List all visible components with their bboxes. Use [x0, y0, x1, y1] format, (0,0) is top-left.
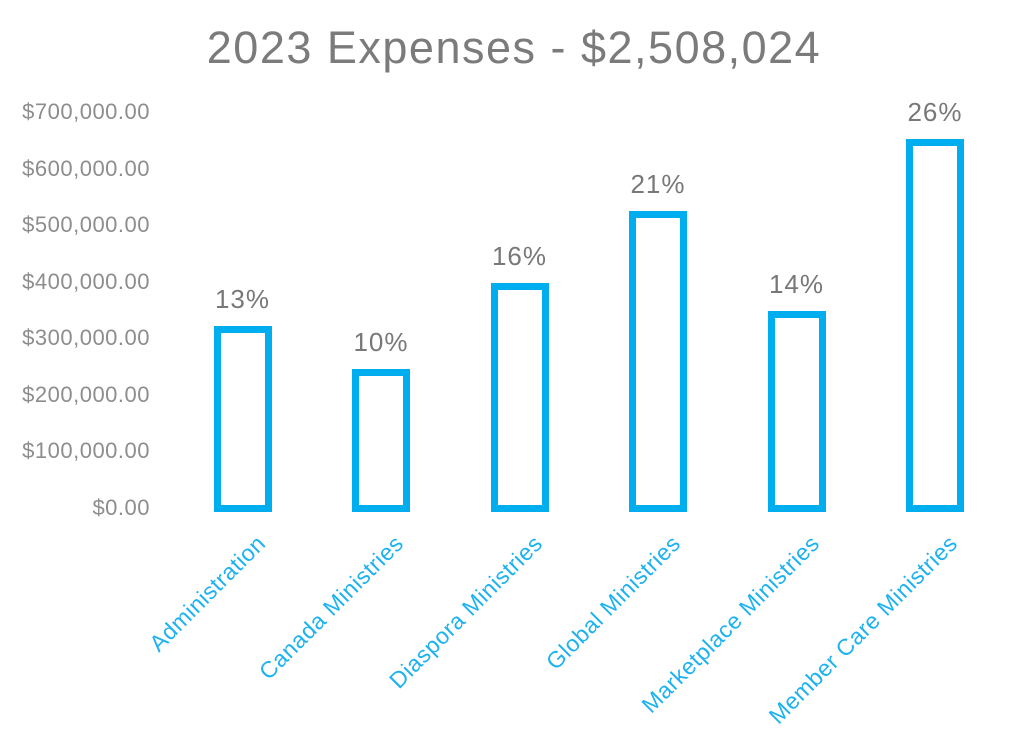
y-tick-label: $100,000.00 — [22, 438, 150, 464]
bar-global-ministries — [629, 211, 687, 512]
y-tick-label: $300,000.00 — [22, 325, 150, 351]
chart-title: 2023 Expenses - $2,508,024 — [206, 22, 822, 73]
bar-diaspora-ministries — [490, 283, 549, 512]
y-tick-label: $500,000.00 — [22, 212, 150, 238]
bar-percent-label: 14% — [768, 269, 825, 299]
bar-percent-label: 26% — [907, 97, 963, 127]
bar-marketplace-ministries — [767, 311, 826, 512]
x-category-label: Diaspora Ministries — [383, 530, 547, 694]
x-category-label: Administration — [143, 530, 270, 657]
y-tick-label: $600,000.00 — [22, 155, 150, 181]
bar-canada-ministries — [352, 369, 410, 512]
y-tick-label: $200,000.00 — [22, 381, 150, 407]
bar-percent-label: 21% — [630, 169, 686, 199]
x-category-label: Canada Ministries — [253, 530, 409, 685]
bar-percent-label: 13% — [214, 284, 271, 314]
x-category-label: Global Ministries — [540, 530, 686, 675]
bar-administration — [213, 326, 272, 512]
bar-percent-label: 16% — [491, 241, 548, 271]
y-tick-label: $700,000.00 — [22, 99, 150, 124]
y-tick-label: $400,000.00 — [22, 268, 150, 294]
bar-member-care-ministries — [906, 139, 964, 512]
y-tick-label: $0.00 — [92, 495, 150, 520]
bar-percent-label: 10% — [353, 327, 409, 357]
